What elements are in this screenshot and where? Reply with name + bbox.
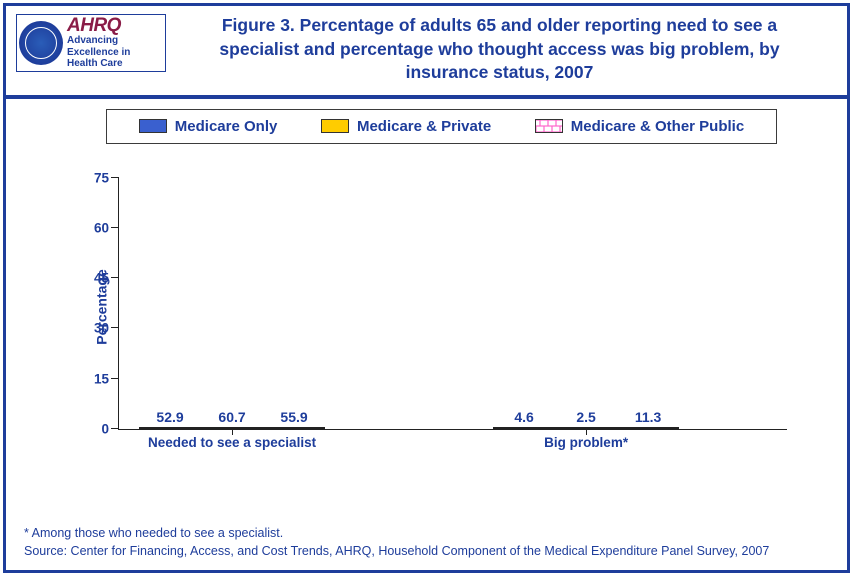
plot: Percentage 0153045607552.960.755.9Needed… xyxy=(118,162,787,452)
ahrq-tagline-3: Health Care xyxy=(67,59,130,70)
source-line: Source: Center for Financing, Access, an… xyxy=(24,542,829,560)
ahrq-tagline-2: Excellence in xyxy=(67,48,130,59)
y-tick xyxy=(111,277,119,278)
y-tick xyxy=(111,378,119,379)
bar-value-label: 4.6 xyxy=(514,409,533,428)
figure-title: Figure 3. Percentage of adults 65 and ol… xyxy=(166,14,833,85)
y-tick-label: 30 xyxy=(79,321,109,336)
y-tick xyxy=(111,327,119,328)
y-tick xyxy=(111,428,119,429)
y-tick-label: 45 xyxy=(79,271,109,286)
y-tick xyxy=(111,227,119,228)
legend: Medicare Only Medicare & Private Medicar… xyxy=(106,109,777,144)
ahrq-logo: AHRQ Advancing Excellence in Health Care xyxy=(16,14,166,72)
legend-swatch-blue xyxy=(139,119,167,133)
legend-item-medicare-other-public: Medicare & Other Public xyxy=(535,118,744,135)
legend-swatch-yellow xyxy=(321,119,349,133)
figure-footer: * Among those who needed to see a specia… xyxy=(24,524,829,560)
y-tick xyxy=(111,177,119,178)
chart-area: Medicare Only Medicare & Private Medicar… xyxy=(6,109,847,452)
y-tick-label: 0 xyxy=(79,421,109,436)
plot-inner: 0153045607552.960.755.9Needed to see a s… xyxy=(118,178,787,430)
bar-value-label: 55.9 xyxy=(280,409,307,428)
category-label: Big problem* xyxy=(544,429,628,450)
legend-item-medicare-private: Medicare & Private xyxy=(321,118,491,135)
legend-item-medicare-only: Medicare Only xyxy=(139,118,278,135)
legend-swatch-brick xyxy=(535,119,563,133)
y-tick-label: 75 xyxy=(79,170,109,185)
legend-label: Medicare & Private xyxy=(357,118,491,135)
bar-group: 52.960.755.9Needed to see a specialist xyxy=(139,427,325,429)
ahrq-logo-text: AHRQ Advancing Excellence in Health Care xyxy=(67,16,130,70)
legend-label: Medicare & Other Public xyxy=(571,118,744,135)
figure-frame: AHRQ Advancing Excellence in Health Care… xyxy=(3,3,850,573)
hhs-seal-icon xyxy=(19,21,63,65)
bar-value-label: 60.7 xyxy=(218,409,245,428)
bar-value-label: 52.9 xyxy=(156,409,183,428)
header-rule xyxy=(6,95,847,99)
y-tick-label: 60 xyxy=(79,221,109,236)
ahrq-name: AHRQ xyxy=(67,16,130,35)
category-label: Needed to see a specialist xyxy=(148,429,316,450)
bar-value-label: 2.5 xyxy=(576,409,595,428)
ahrq-tagline-1: Advancing xyxy=(67,36,130,47)
header-row: AHRQ Advancing Excellence in Health Care… xyxy=(6,6,847,95)
bar-group: 4.62.511.3Big problem* xyxy=(493,427,679,429)
legend-label: Medicare Only xyxy=(175,118,278,135)
y-tick-label: 15 xyxy=(79,371,109,386)
footnote: * Among those who needed to see a specia… xyxy=(24,524,829,542)
bar-value-label: 11.3 xyxy=(635,409,661,428)
